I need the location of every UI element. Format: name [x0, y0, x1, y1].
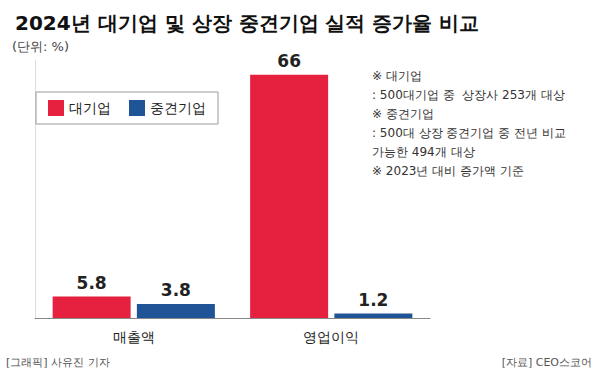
svg-text:[자료] CEO스코어: [자료] CEO스코어: [502, 356, 592, 369]
svg-text:5.8: 5.8: [77, 273, 107, 293]
svg-text:(단위: %): (단위: %): [12, 39, 69, 54]
svg-text:[그래픽] 사유진 기자: [그래픽] 사유진 기자: [6, 356, 110, 369]
svg-text:: 500대 상장 중견기업 중 전년 비교: : 500대 상장 중견기업 중 전년 비교: [372, 126, 566, 140]
svg-text:대기업: 대기업: [69, 100, 111, 116]
svg-text:1.2: 1.2: [358, 290, 388, 310]
svg-text:※ 2023년 대비 증가액 기준: ※ 2023년 대비 증가액 기준: [372, 164, 524, 178]
svg-text:: 500대기업 중 상장사 253개 대상: : 500대기업 중 상장사 253개 대상: [372, 88, 565, 102]
svg-text:매출액: 매출액: [113, 329, 155, 345]
svg-text:영업이익: 영업이익: [303, 329, 359, 345]
svg-text:※ 중견기업: ※ 중견기업: [372, 107, 434, 121]
svg-text:※ 대기업: ※ 대기업: [372, 69, 422, 83]
svg-text:66: 66: [277, 51, 301, 71]
svg-text:가능한 494개 대상: 가능한 494개 대상: [372, 145, 475, 159]
svg-text:중견기업: 중견기업: [150, 100, 206, 116]
svg-text:3.8: 3.8: [161, 280, 191, 300]
svg-text:2024년 대기업 및 상장 중견기업 실적 증가율 비교: 2024년 대기업 및 상장 중견기업 실적 증가율 비교: [15, 11, 479, 35]
